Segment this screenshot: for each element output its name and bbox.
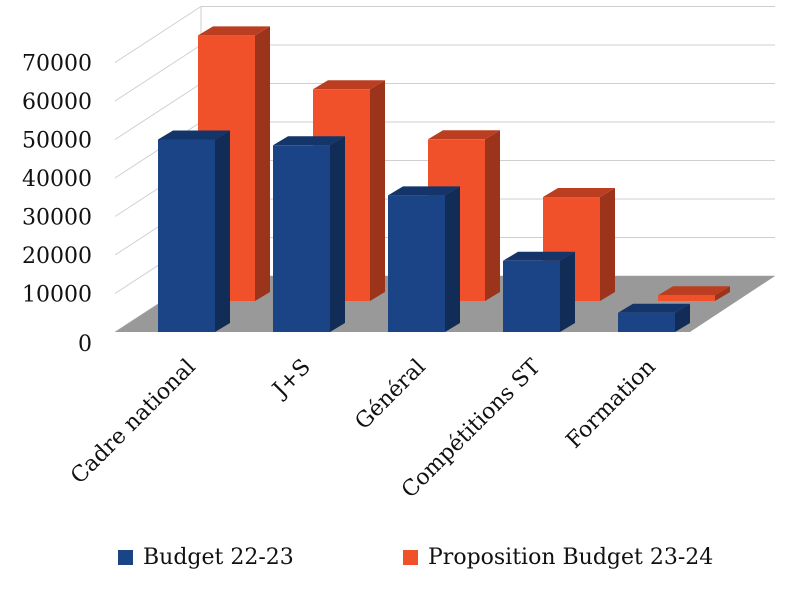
bar-top <box>503 251 575 261</box>
bar-front <box>658 295 715 301</box>
y-tick-label: 60000 <box>22 90 92 115</box>
bar-front <box>503 260 560 332</box>
gridline-diagonal <box>114 6 202 63</box>
bar-budget-22-23-0 <box>158 130 230 332</box>
bar-top <box>428 130 500 140</box>
bar-budget-22-23-2 <box>388 186 460 332</box>
bar-front <box>273 145 330 332</box>
gridline-diagonal <box>114 44 202 102</box>
y-tick-label: 70000 <box>22 52 92 77</box>
legend: Budget 22-23 Proposition Budget 23-24 <box>0 545 800 575</box>
bar-proposition-23-24-4 <box>658 286 730 301</box>
bar-side <box>330 136 345 332</box>
bar-top <box>618 303 690 313</box>
y-axis-ticks: 0 10000 20000 30000 40000 50000 60000 70000 <box>22 52 92 358</box>
bar-budget-22-23-1 <box>273 136 345 332</box>
bar-front <box>388 195 445 332</box>
y-tick-label: 20000 <box>22 244 92 269</box>
bar-top <box>198 26 270 36</box>
legend-swatch <box>118 550 133 565</box>
bar-side <box>560 251 575 332</box>
bar-top <box>543 188 615 198</box>
bar-budget-22-23-4 <box>618 303 690 332</box>
bar-top <box>158 130 230 140</box>
legend-label: Proposition Budget 23-24 <box>428 545 714 570</box>
y-tick-label: 0 <box>78 332 92 357</box>
x-tick-label: J+S <box>267 355 316 404</box>
bar-side <box>255 26 270 301</box>
bar-side <box>715 286 730 301</box>
bar-top <box>658 286 730 296</box>
legend-item-proposition-budget-23-24: Proposition Budget 23-24 <box>403 545 713 570</box>
y-tick-label: 30000 <box>22 206 92 231</box>
x-tick-label: Cadre national <box>66 355 201 490</box>
y-tick-label: 10000 <box>22 283 92 308</box>
bar-side <box>370 80 385 301</box>
bar-front <box>158 139 215 332</box>
bar-side <box>600 188 615 301</box>
bar-top <box>273 136 345 146</box>
bar-side <box>675 303 690 332</box>
bar-side <box>445 186 460 332</box>
bar-side <box>215 130 230 332</box>
y-tick-label: 50000 <box>22 129 92 154</box>
x-tick-label: Formation <box>562 355 661 454</box>
x-tick-label: Général <box>351 355 431 435</box>
bar-top <box>313 80 385 90</box>
bar-side <box>485 130 500 301</box>
legend-label: Budget 22-23 <box>143 545 294 570</box>
legend-swatch <box>403 550 418 565</box>
gridline-diagonal <box>114 83 202 140</box>
bars-layer <box>158 26 730 332</box>
legend-item-budget-22-23: Budget 22-23 <box>118 545 294 570</box>
bar-top <box>388 186 460 196</box>
y-tick-label: 40000 <box>22 167 92 192</box>
bar-budget-22-23-3 <box>503 251 575 332</box>
bar-front <box>618 312 675 332</box>
